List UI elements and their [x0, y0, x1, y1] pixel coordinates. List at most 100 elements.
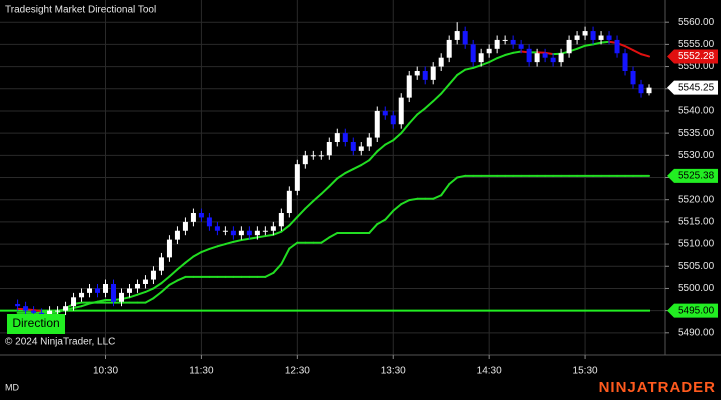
candle-body	[462, 31, 468, 45]
indicator-line	[576, 44, 587, 50]
indicator-line	[320, 185, 331, 195]
candle-body	[190, 213, 196, 222]
indicator-line	[264, 233, 275, 238]
indicator-line	[464, 66, 475, 71]
indicator-line	[152, 290, 163, 300]
indicator-line	[408, 113, 419, 125]
candle-body	[214, 226, 220, 231]
candle-body	[39, 312, 45, 316]
indicator-line	[296, 207, 307, 218]
indicator-line	[240, 237, 251, 242]
candle-body	[310, 155, 316, 157]
indicator-line	[336, 172, 347, 180]
indicator-line	[448, 176, 459, 186]
indicator-line	[456, 68, 467, 76]
candle-body	[486, 48, 492, 54]
price-marker-label: 5552.28	[678, 51, 715, 62]
candle-body	[598, 35, 604, 40]
chart-title: Tradesight Market Directional Tool	[5, 5, 156, 16]
indicator-line	[312, 192, 323, 203]
candle-body	[246, 230, 252, 236]
indicator-line	[176, 261, 187, 271]
candle-body	[262, 230, 268, 232]
indicator-line	[320, 236, 331, 244]
candle-body	[142, 279, 148, 284]
indicator-line	[408, 197, 419, 202]
indicator-line	[400, 199, 411, 206]
indicator-line	[176, 275, 187, 282]
price-marker	[667, 49, 718, 64]
candle-body	[614, 39, 620, 54]
price-marker-label: 5545.25	[678, 82, 715, 93]
candle-body	[63, 306, 69, 311]
candle-body	[55, 310, 61, 312]
copyright: © 2024 NinjaTrader, LLC	[5, 337, 115, 348]
price-marker	[667, 303, 718, 318]
y-tick-label: 5515.00	[678, 217, 715, 228]
candle-body	[150, 270, 156, 280]
footer-label: MD	[5, 382, 19, 392]
indicator-line	[192, 251, 203, 258]
indicator-line	[368, 150, 379, 162]
candle-body	[95, 288, 101, 293]
indicator-line	[184, 255, 195, 264]
indicator-line	[640, 53, 651, 58]
candle-body	[470, 44, 476, 63]
indicator-line	[328, 177, 339, 188]
indicator-line	[432, 92, 443, 103]
x-tick-label: 14:30	[477, 366, 502, 377]
candle-body	[526, 48, 532, 63]
candle-body	[430, 66, 436, 80]
candle-body	[326, 142, 332, 156]
indicator-line	[432, 194, 443, 200]
x-tick-label: 13:30	[381, 366, 406, 377]
indicator-line	[144, 287, 155, 293]
x-tick-label: 11:30	[189, 366, 214, 377]
indicator-line	[200, 247, 211, 254]
candle-body	[390, 115, 396, 125]
candle-body	[342, 133, 348, 142]
indicator-line	[448, 73, 459, 86]
indicator-line	[168, 279, 179, 286]
candle-body	[518, 44, 524, 49]
indicator-line	[384, 209, 395, 221]
x-tick-label: 12:30	[285, 366, 310, 377]
y-tick-label: 5500.00	[678, 283, 715, 294]
candle-body	[222, 230, 228, 232]
indicator-line	[376, 218, 387, 226]
candle-body	[318, 155, 324, 157]
indicator-line	[480, 61, 491, 67]
indicator-line	[168, 268, 179, 278]
indicator-line	[128, 293, 139, 299]
candle-body	[23, 306, 29, 311]
candle-body	[87, 288, 93, 293]
candle-body	[494, 39, 500, 49]
price-marker	[667, 168, 718, 183]
candle-body	[414, 71, 420, 76]
candle-body	[158, 257, 164, 271]
y-tick-label: 5520.00	[678, 194, 715, 205]
candle-body	[606, 35, 612, 40]
indicator-line	[624, 45, 635, 52]
candle-body	[582, 31, 588, 36]
candle-body	[542, 53, 548, 58]
candle-body	[374, 110, 380, 138]
indicator-line	[272, 263, 283, 274]
indicator-line	[216, 243, 227, 248]
y-tick-label: 5560.00	[678, 17, 715, 28]
y-tick-label: 5535.00	[678, 128, 715, 139]
candle-body	[534, 53, 540, 63]
indicator-line	[248, 236, 259, 240]
indicator-line	[592, 41, 603, 46]
y-tick-label: 5540.00	[678, 106, 715, 117]
candle-body	[166, 239, 172, 258]
candle-body	[31, 310, 37, 313]
candle-body	[126, 288, 132, 293]
candle-body	[446, 39, 452, 58]
candle-body	[103, 284, 109, 293]
indicator-badge	[7, 314, 65, 334]
indicator-line	[72, 305, 83, 309]
indicator-line	[600, 40, 611, 44]
candle-body	[646, 87, 652, 94]
indicator-line	[584, 43, 595, 47]
